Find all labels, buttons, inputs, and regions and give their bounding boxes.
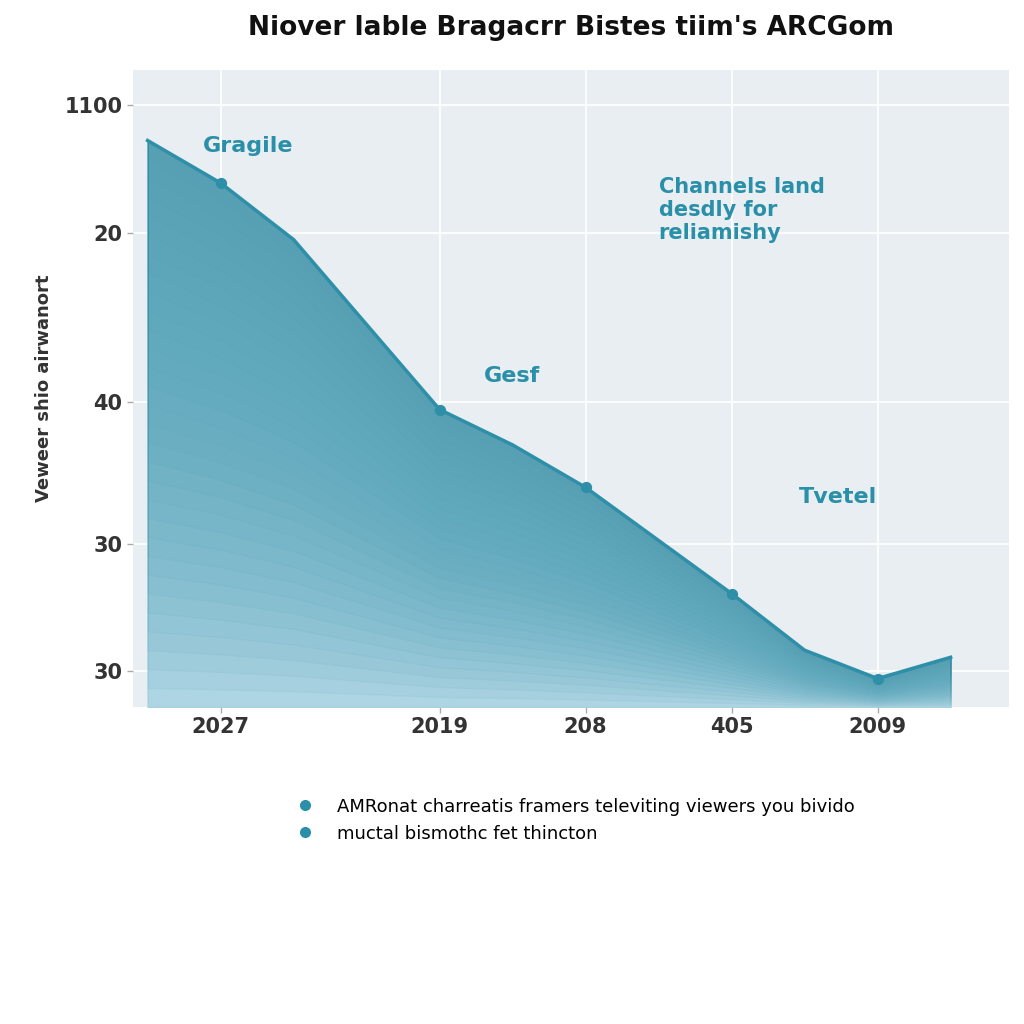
Text: Channels land
desdly for
reliamishy: Channels land desdly for reliamishy — [658, 177, 824, 243]
Point — [431, 401, 447, 418]
Point — [578, 479, 594, 496]
Text: Gesf: Gesf — [483, 366, 540, 386]
Point — [212, 175, 228, 191]
Title: Niover lable Bragacrr Bistes tiim's ARCGom: Niover lable Bragacrr Bistes tiim's ARCG… — [248, 15, 894, 41]
Point — [869, 671, 886, 687]
Point — [723, 586, 739, 602]
Legend: AMRonat charreatis framers televiting viewers you bivido, muctal bismothc fet th: AMRonat charreatis framers televiting vi… — [268, 779, 873, 861]
Y-axis label: Veweer shio airwanort: Veweer shio airwanort — [36, 274, 53, 502]
Text: Gragile: Gragile — [203, 136, 294, 157]
Text: Tvetel: Tvetel — [799, 486, 877, 507]
